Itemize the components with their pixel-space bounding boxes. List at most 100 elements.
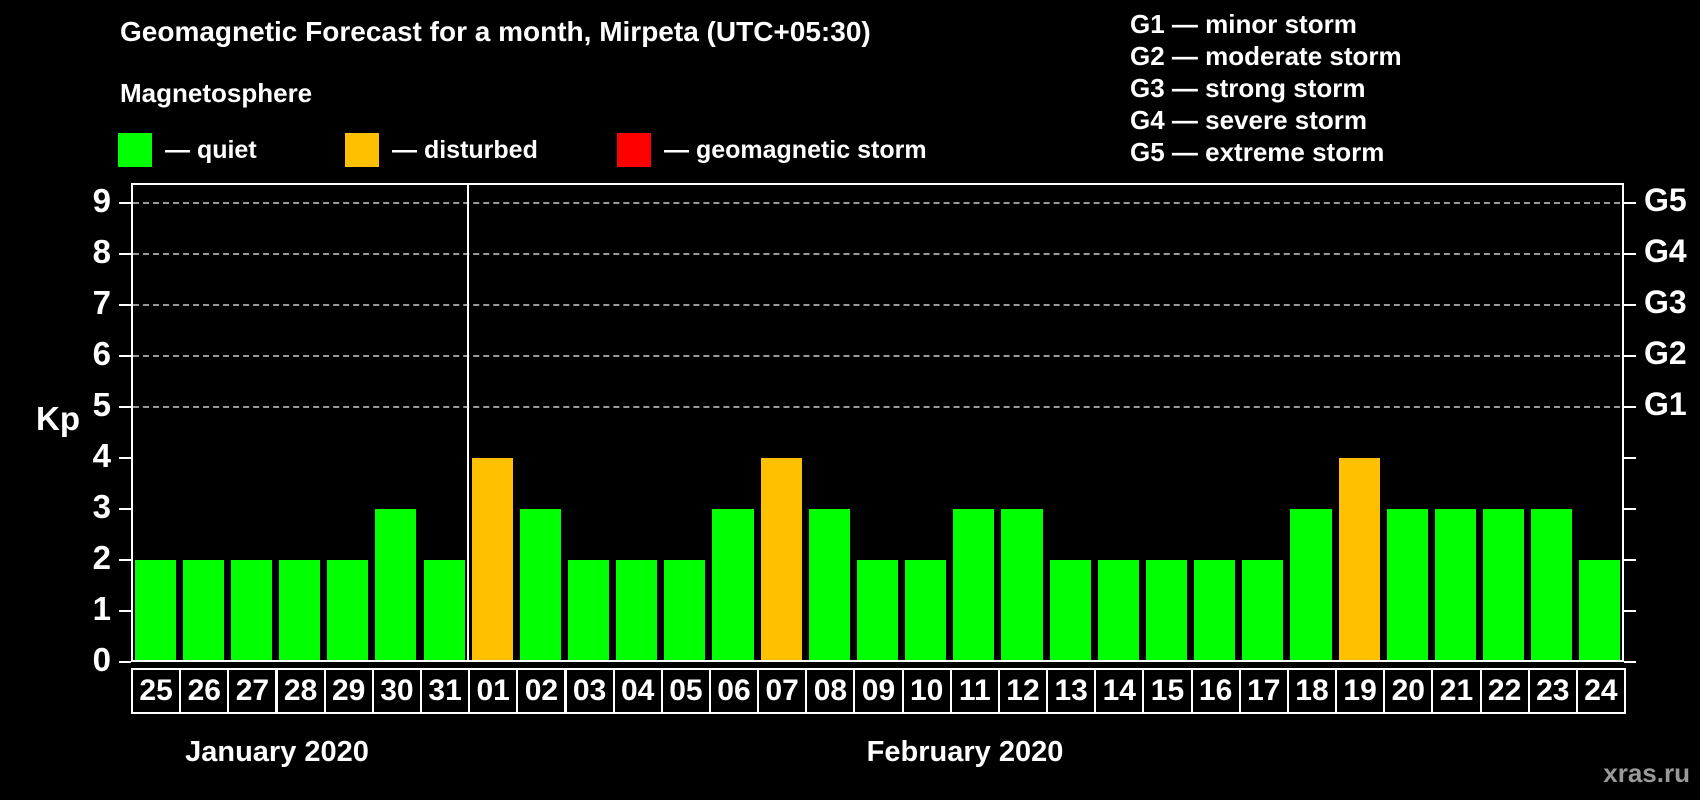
y-tick-label-8: 8 [92, 233, 111, 271]
gridline-kp5 [133, 406, 1620, 409]
left-tick [119, 304, 131, 307]
y-tick-label-3: 3 [92, 488, 111, 526]
y-tick-label-5: 5 [92, 386, 111, 424]
day-label-02: 02 [516, 668, 567, 714]
kp-bar-22 [1483, 509, 1525, 660]
y-tick-label-6: 6 [92, 335, 111, 373]
kp-bar-18 [1290, 509, 1332, 660]
day-label-09: 09 [853, 668, 904, 714]
day-label-23: 23 [1527, 668, 1578, 714]
kp-bar-03 [568, 560, 610, 660]
day-label-21: 21 [1431, 668, 1482, 714]
left-tick [119, 661, 131, 663]
day-label-30: 30 [371, 668, 422, 714]
kp-bar-16 [1194, 560, 1236, 660]
storm-swatch-icon [617, 133, 651, 167]
left-tick [119, 202, 131, 205]
day-label-31: 31 [420, 668, 471, 714]
kp-bar-20 [1386, 509, 1428, 660]
day-label-01: 01 [468, 668, 519, 714]
day-label-19: 19 [1335, 668, 1386, 714]
g-axis-label-G4: G4 [1644, 233, 1687, 270]
kp-bar-24 [1579, 560, 1621, 660]
day-label-07: 07 [757, 668, 808, 714]
day-label-11: 11 [949, 668, 1000, 714]
left-tick [119, 253, 131, 256]
month-label-february: February 2020 [866, 736, 1064, 768]
kp-bar-15 [1145, 560, 1188, 660]
day-label-12: 12 [997, 668, 1049, 714]
gridline-kp9 [133, 202, 1620, 205]
right-tick [1624, 406, 1636, 409]
g4-legend-line: G4 — severe storm [1130, 105, 1368, 135]
kp-bar-13 [1049, 560, 1091, 660]
day-label-24: 24 [1575, 668, 1626, 714]
magnetosphere-label: Magnetosphere [120, 78, 313, 108]
disturbed-swatch-icon [345, 133, 379, 167]
left-tick [119, 559, 131, 562]
day-label-04: 04 [612, 668, 663, 714]
month-label-january: January 2020 [185, 736, 369, 768]
day-label-22: 22 [1479, 668, 1530, 714]
day-label-14: 14 [1094, 668, 1145, 714]
g5-legend-line: G5 — extreme storm [1130, 137, 1385, 167]
kp-bar-09 [856, 560, 899, 660]
kp-bar-11 [953, 509, 995, 660]
right-tick [1624, 661, 1636, 663]
gridline-kp6 [133, 355, 1620, 358]
day-label-17: 17 [1238, 668, 1289, 714]
kp-bar-10 [905, 560, 947, 660]
day-label-26: 26 [179, 668, 230, 714]
day-label-03: 03 [564, 668, 615, 714]
kp-bar-29 [327, 560, 369, 660]
day-label-10: 10 [901, 668, 952, 714]
chart-title: Geomagnetic Forecast for a month, Mirpet… [120, 16, 871, 47]
g1-legend-line: G1 — minor storm [1130, 9, 1357, 39]
legend-item-quiet: — quiet [118, 131, 257, 169]
day-label-05: 05 [660, 668, 711, 714]
right-tick [1624, 202, 1636, 205]
left-tick [119, 457, 131, 460]
kp-bar-01 [471, 458, 513, 660]
legend-label-storm: — geomagnetic storm [664, 135, 927, 164]
g2-legend-line: G2 — moderate storm [1130, 41, 1402, 71]
right-tick [1624, 508, 1636, 511]
day-label-06: 06 [708, 668, 760, 714]
kp-bar-23 [1531, 509, 1573, 660]
day-label-20: 20 [1383, 668, 1434, 714]
day-label-08: 08 [805, 668, 856, 714]
kp-bar-28 [279, 560, 321, 660]
kp-bar-04 [616, 560, 658, 660]
g-scale-legend: G1 — minor storm G2 — moderate storm G3 … [1130, 8, 1402, 168]
month-separator-line [467, 185, 470, 660]
day-label-16: 16 [1190, 668, 1241, 714]
kp-bar-19 [1338, 458, 1380, 660]
kp-bar-26 [182, 560, 224, 660]
day-label-29: 29 [323, 668, 374, 714]
watermark: xras.ru [1603, 758, 1690, 788]
g-axis-label-G3: G3 [1644, 284, 1687, 321]
right-tick [1624, 559, 1636, 562]
g-axis-label-G5: G5 [1644, 182, 1687, 219]
left-tick [119, 406, 131, 409]
right-tick [1624, 457, 1636, 460]
kp-bar-25 [134, 560, 176, 660]
kp-bar-12 [1001, 509, 1043, 660]
kp-bar-05 [664, 560, 706, 660]
g3-legend-line: G3 — strong storm [1130, 73, 1366, 103]
day-label-27: 27 [227, 668, 278, 714]
kp-bar-08 [808, 509, 850, 660]
kp-bar-06 [712, 509, 754, 660]
y-tick-label-1: 1 [92, 590, 111, 628]
y-tick-label-0: 0 [92, 641, 111, 678]
day-label-18: 18 [1286, 668, 1338, 714]
right-tick [1624, 610, 1636, 613]
y-tick-label-4: 4 [92, 437, 111, 475]
left-tick [119, 355, 131, 358]
kp-bar-31 [423, 560, 465, 660]
y-tick-label-7: 7 [92, 284, 111, 322]
kp-bar-02 [519, 509, 561, 660]
y-axis-title: Kp [36, 400, 80, 437]
legend-item-disturbed: — disturbed [345, 131, 538, 169]
